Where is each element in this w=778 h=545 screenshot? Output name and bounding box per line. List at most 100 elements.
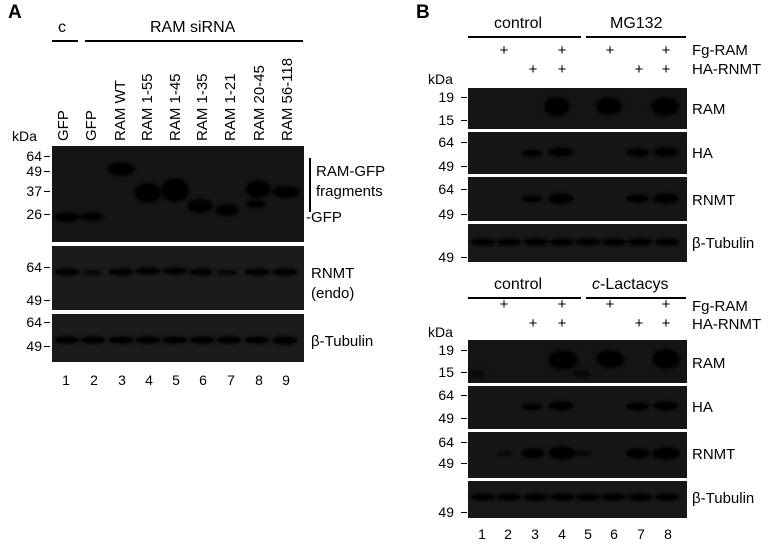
b-bot-blot-ram	[468, 340, 687, 383]
label-gfp: -GFP	[306, 209, 342, 226]
b-bot-tick-rnmt-49	[461, 463, 467, 464]
lane-number-a-6: 6	[199, 372, 207, 388]
b-top-tick-tub-49	[461, 257, 467, 258]
marker-a2-49: 49	[26, 292, 42, 308]
b-top-marker-ha-64: 64	[438, 134, 454, 150]
b-bot-ha-plus-7: +	[634, 315, 644, 332]
b-bot-label-rnmt: RNMT	[692, 446, 736, 463]
b-bot-lactacys-rest: -Lactacys	[600, 276, 669, 293]
lane-label-4: RAM 1-55	[139, 73, 156, 141]
b-top-tick-ha-49	[461, 166, 467, 167]
lane-number-b-5: 5	[584, 526, 592, 542]
b-bot-ha-plus-4: +	[557, 315, 567, 332]
marker-a1-49: 49	[26, 163, 42, 179]
b-top-tick-rnmt-64	[461, 189, 467, 190]
b-top-kda: kDa	[428, 71, 453, 87]
b-top-mg132-line	[586, 36, 686, 38]
tick-a2-64	[44, 267, 50, 268]
label-tubulin-a: β-Tubulin	[311, 333, 374, 350]
kda-label: kDa	[12, 128, 37, 144]
b-bot-lactacys-line	[586, 297, 686, 299]
lane-label-1: GFP	[55, 110, 72, 141]
b-top-tick-ha-64	[461, 142, 467, 143]
panel-a-letter: A	[8, 2, 22, 23]
lane-number-b-7: 7	[637, 526, 645, 542]
blot-rnmt-endo	[52, 246, 304, 310]
b-top-marker-15: 15	[438, 112, 454, 128]
b-top-label-ram: RAM	[692, 101, 726, 118]
label-fragments: fragments	[316, 183, 383, 200]
tick-a1-26	[44, 214, 50, 215]
b-top-marker-ha-49: 49	[438, 158, 454, 174]
b-top-fg-plus-8: +	[661, 42, 671, 59]
label-rnmt: RNMT	[311, 265, 355, 282]
b-bot-marker-ha-49: 49	[438, 410, 454, 426]
b-top-blot-tubulin	[468, 224, 687, 262]
b-bot-marker-rnmt-64: 64	[438, 434, 454, 450]
b-bot-fg-ram-label: Fg-RAM	[692, 298, 748, 315]
b-top-label-tubulin: β-Tubulin	[692, 235, 755, 252]
b-bot-blot-ha	[468, 386, 687, 429]
b-bot-fg-plus-6: +	[605, 296, 615, 313]
lane-number-b-4: 4	[558, 526, 566, 542]
b-bot-control-line	[468, 297, 581, 299]
b-top-tick-15	[461, 120, 467, 121]
lane-number-a-2: 2	[90, 372, 98, 388]
b-bot-label-tubulin: β-Tubulin	[692, 490, 755, 507]
b-top-marker-rnmt-49: 49	[438, 206, 454, 222]
group-sirna-line	[85, 40, 303, 42]
b-bot-lactacys-prefix: c	[592, 276, 600, 293]
b-bot-tick-rnmt-64	[461, 442, 467, 443]
b-bot-ha-rnmt-label: HA-RNMT	[692, 316, 762, 333]
b-bot-marker-19: 19	[438, 342, 454, 358]
b-top-ha-rnmt-label: HA-RNMT	[692, 61, 762, 78]
lane-label-8: RAM 20-45	[251, 65, 268, 141]
marker-a1-26: 26	[26, 206, 42, 222]
b-top-fg-ram-label: Fg-RAM	[692, 42, 748, 59]
blot-ram-gfp	[52, 146, 304, 242]
b-bot-blot-rnmt	[468, 432, 687, 478]
lane-number-a-7: 7	[227, 372, 235, 388]
blot-tubulin-a	[52, 314, 304, 362]
b-bot-tick-15	[461, 372, 467, 373]
b-top-tick-rnmt-49	[461, 214, 467, 215]
lane-label-3: RAM WT	[112, 80, 129, 141]
b-top-marker-tub-49: 49	[438, 249, 454, 265]
b-top-tick-19	[461, 97, 467, 98]
b-bot-label-ram: RAM	[692, 355, 726, 372]
tick-a1-64	[44, 156, 50, 157]
lane-label-6: RAM 1-35	[194, 73, 211, 141]
b-bot-group-lactacys: c-Lactacys	[592, 276, 668, 294]
b-bot-blot-tubulin	[468, 481, 687, 518]
b-top-fg-plus-2: +	[499, 42, 509, 59]
label-endo: (endo)	[311, 285, 355, 302]
b-bot-tick-ha-49	[461, 418, 467, 419]
b-bot-group-control: control	[494, 276, 543, 293]
tick-a1-37	[44, 191, 50, 192]
lane-number-b-1: 1	[478, 526, 486, 542]
b-bot-marker-15: 15	[438, 364, 454, 380]
b-top-marker-rnmt-64: 64	[438, 181, 454, 197]
lane-label-9: RAM 56-118	[279, 57, 296, 141]
b-top-marker-19: 19	[438, 89, 454, 105]
b-bot-tick-ha-64	[461, 395, 467, 396]
b-bot-marker-ha-64: 64	[438, 387, 454, 403]
marker-a3-64: 64	[26, 314, 42, 330]
lane-number-b-2: 2	[504, 526, 512, 542]
b-top-ha-plus-8: +	[661, 61, 671, 78]
marker-a1-64: 64	[26, 148, 42, 164]
b-bot-ha-plus-8: +	[661, 315, 671, 332]
marker-a3-49: 49	[26, 338, 42, 354]
marker-a1-37: 37	[26, 183, 42, 199]
b-bot-marker-tub-49: 49	[438, 504, 454, 520]
b-top-fg-plus-4: +	[557, 42, 567, 59]
b-top-label-rnmt: RNMT	[692, 192, 736, 209]
b-top-ha-plus-7: +	[634, 61, 644, 78]
b-top-ha-plus-4: +	[557, 61, 567, 78]
panel-b-letter: B	[416, 2, 430, 23]
b-bot-kda: kDa	[428, 324, 453, 340]
b-bot-tick-19	[461, 350, 467, 351]
group-control-line	[52, 40, 78, 42]
b-bot-tick-tub-49	[461, 512, 467, 513]
b-bot-marker-rnmt-49: 49	[438, 455, 454, 471]
